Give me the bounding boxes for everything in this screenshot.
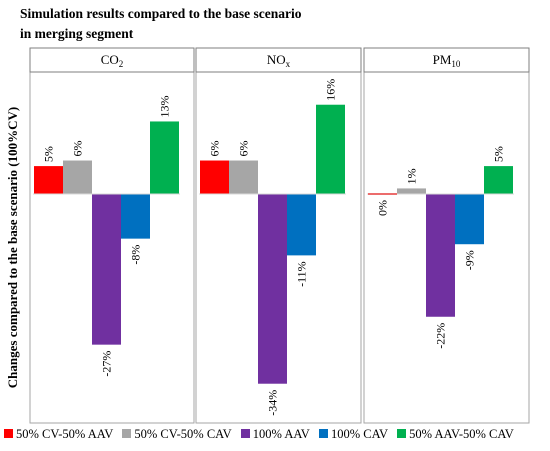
legend-item: 100% AAV [240,427,310,442]
panel-title: NOx [267,52,291,69]
bar [92,194,121,345]
data-label: 5% [42,146,56,162]
data-label: -27% [100,351,114,377]
bar [426,194,455,317]
legend-label: 50% AAV-50% CAV [409,427,514,441]
bar [258,194,287,384]
bar [397,188,426,194]
chart-title-line-2: in merging segment [20,26,134,41]
legend-label: 50% CV-50% AAV [16,427,114,441]
legend-item: 100% CAV [318,427,389,442]
legend-label: 100% CAV [330,427,389,441]
data-label: 16% [324,79,338,101]
panel: PM10 0% 1% -22% -9% 5% [363,47,530,424]
data-label: -11% [295,261,309,287]
chart-title-line-1: Simulation results compared to the base … [20,6,302,21]
data-label: 5% [492,146,506,162]
legend-swatch [4,429,13,438]
legend: 50% CV-50% AAV 50% CV-50% CAV 100% AAV 1… [4,427,520,442]
bar [229,160,258,194]
data-label: 1% [405,168,419,184]
data-label: -34% [266,390,280,416]
bar [455,194,484,245]
data-label: 6% [208,141,222,157]
data-label: -9% [463,250,477,270]
data-label: 13% [158,95,172,117]
chart-title: Simulation results compared to the base … [20,4,302,44]
legend-item: 50% CV-50% CAV [122,427,232,442]
data-label: 6% [71,141,85,157]
bar [63,160,92,194]
bar [316,104,345,194]
legend-swatch [122,429,132,438]
panel-header [363,47,530,73]
panel-title: CO2 [101,52,124,69]
data-label: -8% [129,245,143,265]
bar [484,166,513,194]
bar [150,121,179,194]
panel: NOx 6% 6% -34% -11% 16% [195,47,362,424]
panel-title: PM10 [433,52,461,69]
bar [287,194,316,256]
data-label: 6% [237,141,251,157]
legend-label: 50% CV-50% CAV [134,427,232,441]
panel-header [29,47,195,73]
y-axis-label: Changes compared to the base scenario (1… [5,107,20,388]
legend-item: 50% CV-50% AAV [4,427,113,442]
legend-label: 100% AAV [252,427,310,441]
legend-item: 50% AAV-50% CAV [397,427,514,442]
bar [200,160,229,194]
legend-swatch [240,429,250,438]
panel-header [195,47,362,73]
data-label: 0% [376,200,390,216]
legend-swatch [397,429,407,438]
panel: CO2 5% 6% -27% -8% 13% [29,47,195,424]
legend-swatch [318,429,328,438]
bar [121,194,150,239]
bar [34,166,63,194]
data-label: -22% [434,323,448,349]
